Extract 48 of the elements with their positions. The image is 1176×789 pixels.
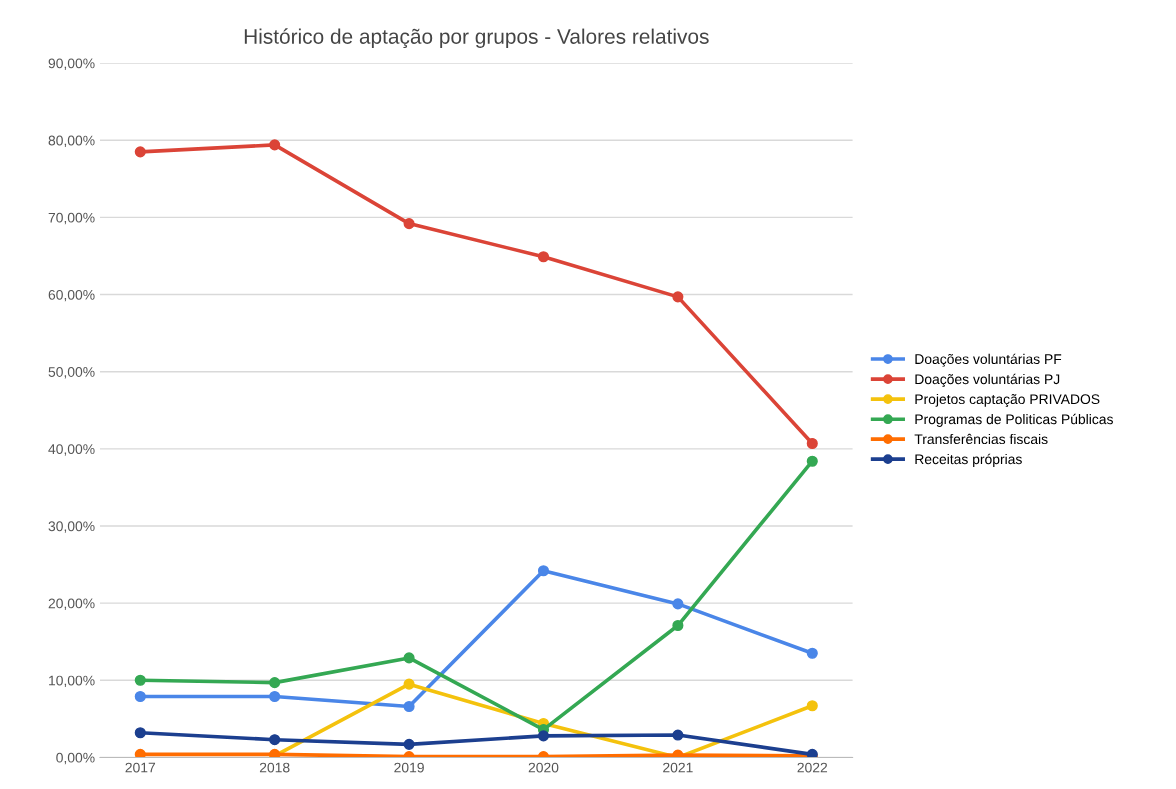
y-tick-label: 40,00% bbox=[48, 444, 95, 456]
legend-label: Doações voluntárias PF bbox=[915, 353, 1062, 367]
point bbox=[403, 218, 415, 230]
x-tick-label: 2020 bbox=[528, 762, 559, 773]
legend-label: Projetos captação PRIVADOS bbox=[915, 393, 1100, 407]
legend-label: Doações voluntárias PJ bbox=[915, 373, 1060, 387]
y-tick-label: 20,00% bbox=[48, 598, 95, 610]
point bbox=[806, 700, 818, 712]
point bbox=[134, 748, 146, 758]
point bbox=[134, 674, 146, 686]
point bbox=[269, 139, 281, 151]
point bbox=[806, 437, 818, 450]
point bbox=[672, 729, 684, 741]
y-tick-label: 50,00% bbox=[48, 367, 95, 379]
point bbox=[806, 647, 818, 659]
y-tick-label: 0,00% bbox=[56, 752, 95, 765]
point bbox=[269, 734, 281, 746]
point bbox=[134, 690, 146, 703]
y-tick-label: 10,00% bbox=[49, 675, 95, 688]
legend-label: Programas de Politicas Públicas bbox=[915, 413, 1113, 427]
y-tick-label: 30,00% bbox=[48, 521, 95, 533]
y-tick-label: 60,00% bbox=[48, 289, 95, 302]
y-tick-label: 90,00% bbox=[48, 58, 95, 70]
x-tick-label: 2017 bbox=[125, 762, 156, 773]
point bbox=[403, 700, 415, 713]
chart-title: Histórico de aptação por grupos - Valores relativos bbox=[244, 28, 709, 49]
point bbox=[672, 619, 684, 632]
x-tick-label: 2018 bbox=[259, 762, 290, 773]
point bbox=[134, 146, 146, 158]
point bbox=[806, 455, 818, 467]
point bbox=[134, 727, 146, 739]
legend-label: Transferências fiscais bbox=[914, 433, 1048, 445]
point bbox=[269, 677, 281, 689]
point bbox=[537, 565, 550, 577]
point bbox=[537, 730, 550, 742]
x-tick-label: 2022 bbox=[797, 762, 828, 773]
point bbox=[403, 678, 415, 690]
y-tick-label: 70,00% bbox=[48, 212, 95, 225]
point bbox=[269, 690, 281, 703]
point bbox=[672, 598, 684, 610]
x-tick-label: 2019 bbox=[394, 762, 424, 773]
point bbox=[672, 291, 684, 303]
y-tick-label: 80,00% bbox=[48, 135, 95, 148]
legend-label: Receitas próprias bbox=[915, 453, 1022, 467]
point bbox=[537, 251, 550, 263]
x-tick-label: 2021 bbox=[663, 762, 693, 773]
point bbox=[403, 738, 415, 750]
point bbox=[403, 652, 415, 664]
